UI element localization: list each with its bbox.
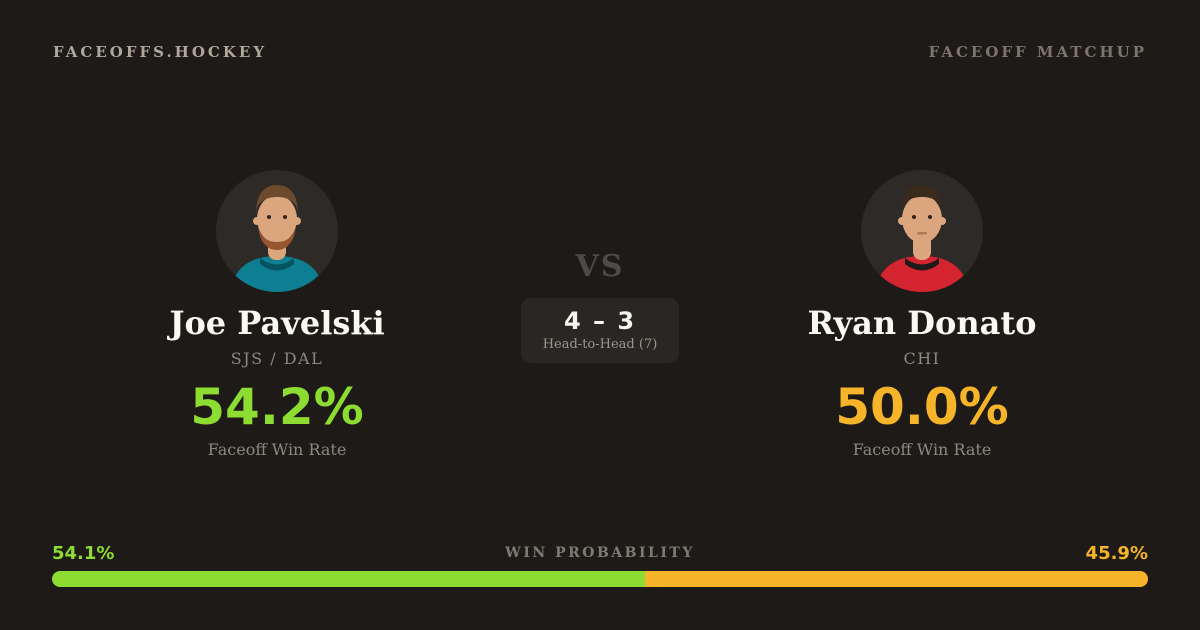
player-portrait-icon xyxy=(230,185,324,292)
eye-right xyxy=(928,215,932,219)
player-portrait-icon xyxy=(875,185,969,292)
head xyxy=(902,195,942,243)
head-to-head-score: 4 – 3 xyxy=(563,307,637,335)
win-probability-bar xyxy=(52,571,1148,587)
jersey-collar xyxy=(905,258,939,271)
vs-label: VS xyxy=(575,249,625,284)
eye-left xyxy=(267,215,271,219)
eye-left xyxy=(912,215,916,219)
win-bar-right-segment xyxy=(644,571,1148,587)
hair xyxy=(901,185,943,214)
win-bar-left-segment xyxy=(52,571,645,587)
eye-right xyxy=(283,215,287,219)
player-teams: SJS / DAL xyxy=(230,349,324,369)
player-teams: CHI xyxy=(903,349,941,369)
player-name: Joe Pavelski xyxy=(169,304,385,342)
brand-logo-text: FACEOFFS.HOCKEY xyxy=(53,43,268,61)
faceoff-win-rate-label: Faceoff Win Rate xyxy=(207,439,347,459)
faceoff-win-rate-value: 50.0% xyxy=(835,378,1009,437)
player-avatar-left xyxy=(216,170,338,292)
win-probability-labels: 54.1% WIN PROBABILITY 45.9% xyxy=(52,543,1148,565)
header: FACEOFFS.HOCKEY FACEOFF MATCHUP xyxy=(53,43,1147,61)
jersey xyxy=(875,256,969,292)
player-avatar-right xyxy=(861,170,983,292)
faceoff-win-rate-value: 54.2% xyxy=(190,378,364,437)
head-to-head-label: Head-to-Head (7) xyxy=(542,337,658,353)
beard xyxy=(258,222,296,250)
page-label: FACEOFF MATCHUP xyxy=(928,43,1147,61)
player-name: Ryan Donato xyxy=(807,304,1037,342)
win-prob-left-value: 54.1% xyxy=(52,543,115,564)
win-probability-title: WIN PROBABILITY xyxy=(505,545,695,561)
versus-section: VS 4 – 3 Head-to-Head (7) xyxy=(440,249,760,364)
faceoff-win-rate-label: Faceoff Win Rate xyxy=(852,439,992,459)
win-prob-right-value: 45.9% xyxy=(1085,543,1148,564)
jersey xyxy=(230,256,324,292)
player-card-left: Joe Pavelski SJS / DAL 54.2% Faceoff Win… xyxy=(57,170,497,459)
head-to-head-box: 4 – 3 Head-to-Head (7) xyxy=(520,298,680,364)
jersey-collar xyxy=(260,258,294,271)
player-card-right: Ryan Donato CHI 50.0% Faceoff Win Rate xyxy=(702,170,1142,459)
mouth xyxy=(917,232,927,235)
hair xyxy=(256,185,298,214)
head xyxy=(257,195,297,243)
